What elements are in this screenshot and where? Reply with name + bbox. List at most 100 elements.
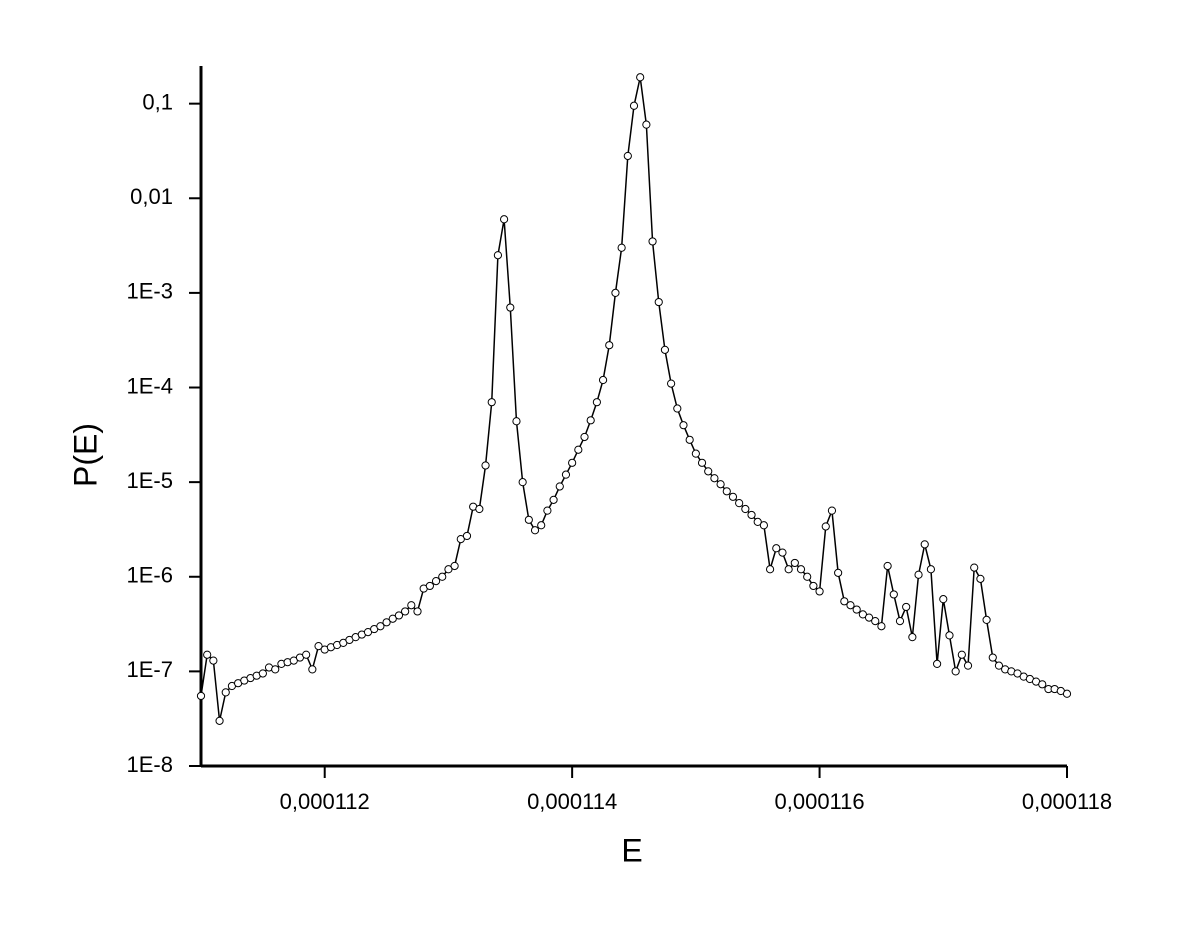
- data-point: [815, 587, 824, 596]
- data-point: [926, 565, 936, 574]
- data-point: [660, 345, 670, 354]
- data-point: [902, 602, 911, 612]
- data-point: [215, 716, 224, 725]
- data-point: [920, 540, 929, 549]
- data-point: [864, 613, 874, 622]
- data-point: [877, 622, 886, 631]
- data-point: [765, 565, 775, 574]
- data-point: [462, 531, 472, 541]
- data-point: [933, 659, 942, 668]
- data-point: [580, 432, 589, 442]
- data-point: [772, 544, 781, 553]
- data-point: [302, 650, 311, 659]
- data-point: [611, 288, 620, 297]
- data-point: [796, 565, 806, 574]
- data-point: [438, 572, 447, 581]
- data-point: [524, 515, 533, 524]
- data-point: [753, 517, 762, 526]
- data-point: [493, 251, 503, 260]
- data-point: [790, 558, 799, 568]
- data-point: [568, 458, 577, 467]
- data-point: [735, 499, 744, 508]
- data-point: [221, 688, 230, 697]
- data-point: [809, 581, 818, 591]
- data-point: [629, 101, 639, 110]
- data-point: [209, 656, 218, 665]
- data-point: [871, 616, 880, 626]
- data-point: [623, 151, 632, 161]
- data-point: [939, 595, 948, 604]
- data-point: [561, 470, 571, 479]
- data-point: [957, 650, 966, 659]
- y-tick-label: 1E-3: [127, 279, 173, 304]
- data-point: [475, 504, 484, 514]
- data-point: [673, 404, 682, 413]
- data-point: [196, 691, 206, 701]
- y-axis-label: P(E): [67, 423, 103, 487]
- data-point: [704, 467, 713, 476]
- data-point: [803, 572, 812, 581]
- data-point: [598, 375, 608, 385]
- y-tick-label: 1E-6: [127, 563, 173, 588]
- data-point: [821, 522, 830, 531]
- data-point: [697, 458, 707, 467]
- y-tick-label: 1E-4: [127, 373, 173, 398]
- data-point: [679, 421, 688, 430]
- data-point: [401, 607, 410, 616]
- data-point: [258, 669, 267, 678]
- data-point: [883, 561, 892, 571]
- data-point: [530, 526, 540, 535]
- y-tick-label: 0,01: [130, 184, 173, 209]
- data-point: [271, 665, 280, 674]
- data-point: [988, 653, 997, 662]
- y-tick-label: 1E-7: [127, 657, 173, 682]
- x-tick-label: 0,000116: [775, 789, 865, 814]
- data-point: [407, 601, 416, 610]
- data-point: [450, 561, 459, 571]
- data-point: [382, 618, 391, 627]
- x-tick-label: 0,000114: [527, 789, 617, 814]
- data-point: [481, 461, 490, 470]
- data-point: [710, 474, 719, 483]
- data-point: [908, 633, 917, 642]
- data-point: [642, 120, 651, 129]
- data-point: [951, 667, 960, 676]
- data-point: [1062, 689, 1072, 698]
- x-tick-label: 0,000112: [280, 789, 370, 814]
- data-point: [747, 510, 756, 520]
- data-point: [506, 303, 515, 312]
- data-point: [858, 610, 867, 619]
- data-point: [549, 495, 558, 504]
- data-point: [537, 521, 546, 530]
- x-tick-label: 0,000118: [1022, 789, 1112, 814]
- data-point: [636, 73, 645, 82]
- data-point: [203, 650, 212, 659]
- data-point: [970, 563, 979, 572]
- data-point: [413, 607, 422, 616]
- data-point: [574, 445, 583, 454]
- data-point: [914, 570, 923, 579]
- data-point: [759, 521, 769, 530]
- data-point: [555, 482, 564, 491]
- data-point: [976, 574, 985, 583]
- data-point: [605, 341, 614, 350]
- data-point: [425, 581, 434, 591]
- x-axis-label: E: [621, 832, 642, 868]
- data-point: [394, 611, 404, 620]
- data-point: [840, 597, 849, 606]
- data-point: [895, 616, 905, 626]
- y-tick-label: 0,1: [142, 89, 173, 114]
- data-point: [444, 565, 453, 574]
- data-point: [741, 504, 750, 514]
- data-point: [889, 590, 898, 599]
- data-point: [852, 605, 861, 614]
- data-point: [648, 237, 657, 246]
- data-point: [314, 641, 323, 651]
- data-point: [784, 565, 793, 574]
- data-point: [834, 568, 843, 577]
- data-point: [512, 417, 521, 426]
- data-point: [963, 661, 973, 670]
- data-line: [200, 77, 1068, 722]
- data-point: [982, 615, 991, 624]
